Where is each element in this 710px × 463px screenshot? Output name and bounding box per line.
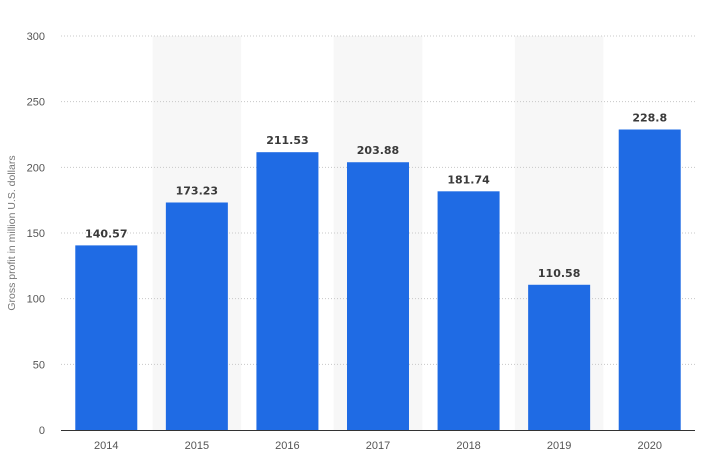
x-tick-label-2016: 2016 [275, 440, 299, 452]
data-label-2015: 173.23 [176, 184, 218, 197]
x-tick-label-2019: 2019 [547, 440, 571, 452]
data-label-2014: 140.57 [85, 227, 127, 240]
bar-2018 [437, 191, 500, 430]
y-tick-label: 100 [27, 294, 45, 306]
y-tick-label: 250 [27, 97, 45, 109]
y-tick-label: 200 [27, 162, 45, 174]
data-label-2018: 181.74 [447, 173, 490, 186]
y-tick-label: 0 [39, 425, 45, 437]
y-tick-label: 50 [33, 359, 45, 371]
data-label-2020: 228.8 [632, 112, 667, 125]
bar-2020 [618, 129, 681, 430]
bars [75, 129, 681, 430]
x-axis-ticks: 2014 2015 2016 2017 2018 2019 2020 [94, 440, 662, 452]
x-tick-label-2017: 2017 [366, 440, 390, 452]
y-axis-title: Gross profit in million U.S. dollars [6, 155, 18, 310]
x-tick-label-2020: 2020 [637, 440, 661, 452]
x-tick-label-2015: 2015 [185, 440, 209, 452]
data-labels: 140.57 173.23 211.53 203.88 181.74 110.58 228.… [85, 112, 667, 280]
data-label-2017: 203.88 [357, 144, 399, 157]
y-tick-label: 150 [27, 228, 45, 240]
bar-2016 [256, 152, 319, 430]
x-tick-label-2018: 2018 [456, 440, 480, 452]
bar-2014 [75, 245, 138, 430]
data-label-2019: 110.58 [538, 267, 580, 280]
bar-2019 [528, 284, 591, 430]
bar-2015 [165, 202, 228, 430]
data-label-2016: 211.53 [266, 134, 308, 147]
bar-2017 [347, 162, 409, 430]
y-axis-ticks: 0 50 100 150 200 250 300 [27, 31, 45, 437]
y-tick-label: 300 [27, 31, 45, 43]
x-tick-label-2014: 2014 [94, 440, 118, 452]
